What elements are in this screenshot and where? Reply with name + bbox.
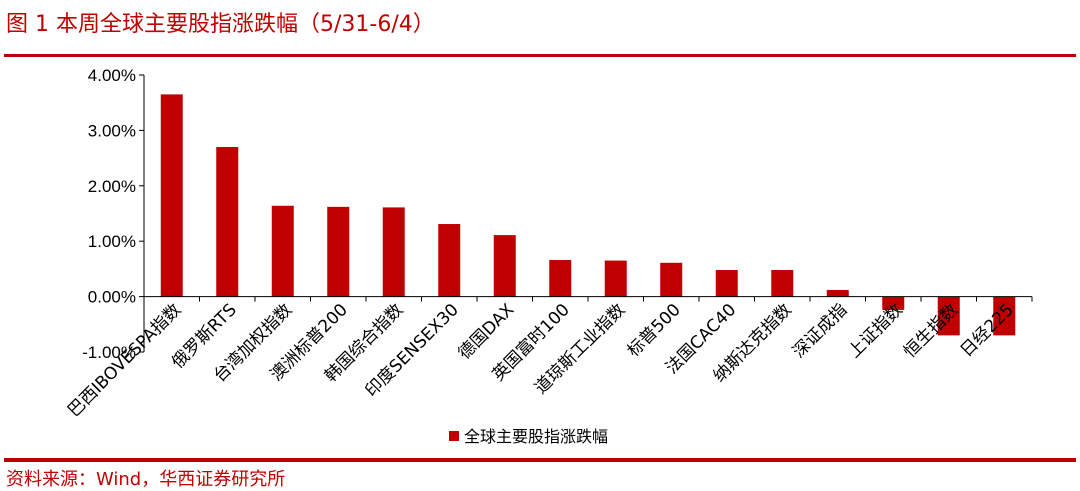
- legend-label: 全球主要股指涨跌幅: [464, 427, 608, 446]
- figure-title: 图 1 本周全球主要股指涨跌幅（5/31-6/4）: [6, 12, 435, 37]
- bar: [604, 260, 627, 297]
- x-tick-label: 深证成指: [789, 300, 851, 362]
- bar: [549, 260, 572, 297]
- bar: [771, 270, 794, 297]
- x-tick-labels: 巴西IBOVESPA指数俄罗斯RTS台湾加权指数澳洲标普200韩国综合指数印度S…: [64, 300, 1018, 421]
- bars: [160, 94, 1016, 336]
- bar: [715, 270, 738, 297]
- x-axis: [143, 296, 1033, 302]
- bottom-divider: [4, 458, 1076, 462]
- y-axis: 4.00% 3.00% 2.00% 1.00% 0.00% -1.00%: [82, 66, 145, 362]
- bar: [382, 207, 405, 297]
- legend-swatch: [449, 431, 459, 441]
- bar: [160, 94, 183, 297]
- y-tick-label: 4.00%: [88, 66, 136, 85]
- y-tick-label: 1.00%: [88, 232, 136, 251]
- bar: [937, 296, 960, 336]
- legend: 全球主要股指涨跌幅: [449, 427, 608, 446]
- bar: [438, 224, 461, 297]
- y-tick-label: 2.00%: [88, 177, 136, 196]
- bar: [271, 205, 294, 297]
- bar: [882, 296, 905, 310]
- y-tick-label: 3.00%: [88, 121, 136, 140]
- bar: [826, 289, 849, 297]
- bar: [216, 147, 239, 297]
- bar: [660, 262, 683, 297]
- y-tick-label: -1.00%: [82, 343, 136, 362]
- bar: [993, 296, 1016, 336]
- x-tick-label: 上证指数: [845, 300, 907, 362]
- bar: [493, 235, 516, 297]
- top-divider: [4, 54, 1076, 57]
- source-note: 资料来源：Wind，华西证券研究所: [6, 469, 286, 490]
- y-tick-label: 0.00%: [88, 288, 136, 307]
- bar: [327, 206, 350, 297]
